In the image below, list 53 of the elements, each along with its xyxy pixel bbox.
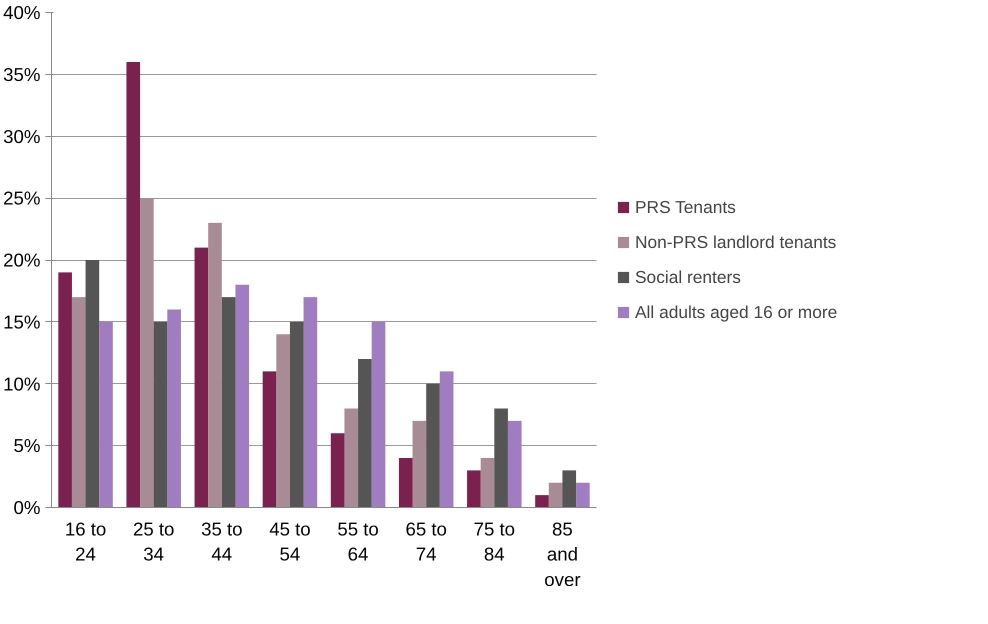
x-tick-label: 75 to 84: [474, 518, 516, 565]
bar: [235, 284, 250, 508]
bar: [494, 408, 508, 508]
y-tick-label: 40%: [3, 2, 41, 23]
x-tick-label: 25 to 34: [132, 518, 174, 565]
bar: [344, 408, 358, 508]
bar: [86, 260, 100, 508]
y-tick-label: 10%: [3, 373, 41, 394]
bar: [330, 433, 344, 508]
x-tick-label: 16 to 24: [64, 518, 106, 565]
bar: [398, 458, 413, 508]
x-tick-label: 55 to 64: [337, 518, 379, 565]
x-tick-label: 65 to 74: [405, 518, 447, 565]
bar: [576, 482, 590, 508]
bar: [262, 371, 276, 508]
bar: [194, 248, 208, 508]
bar: [304, 297, 318, 508]
y-tick-label: 0%: [14, 497, 41, 518]
bar: [72, 297, 86, 508]
bar: [562, 470, 576, 508]
legend-label: Non-PRS landlord tenants: [635, 232, 836, 252]
bar: [480, 458, 494, 508]
bar: [358, 359, 372, 508]
bar: [222, 297, 236, 508]
x-tick-label: 45 to 54: [269, 518, 311, 565]
bar: [508, 420, 522, 508]
legend-label: All adults aged 16 or more: [635, 302, 838, 322]
bar: [58, 272, 72, 508]
y-tick-label: 15%: [3, 311, 41, 332]
legend-label: Social renters: [635, 266, 741, 288]
bar: [548, 482, 562, 508]
bar: [290, 322, 304, 508]
bar: [440, 371, 454, 508]
bar: [426, 384, 440, 508]
legend-label: PRS Tenants: [635, 196, 736, 218]
x-tick-label: 35 to 44: [201, 518, 243, 565]
bar: [467, 470, 481, 508]
y-tick-label: 30%: [3, 126, 41, 147]
y-tick-label: 20%: [3, 250, 41, 270]
x-tick-label: 85 and over: [544, 518, 581, 590]
bar: [372, 322, 386, 508]
bar: [140, 198, 154, 508]
bar: [167, 310, 181, 508]
bar: [276, 334, 290, 508]
y-tick-label: 35%: [3, 64, 41, 85]
bar: [412, 420, 426, 508]
y-tick-label: 25%: [3, 188, 41, 209]
bar: [154, 322, 168, 508]
bar: [535, 495, 549, 508]
bar: [99, 322, 113, 508]
bar: [208, 222, 222, 508]
y-tick-label: 5%: [14, 435, 41, 456]
bar: [126, 62, 140, 508]
